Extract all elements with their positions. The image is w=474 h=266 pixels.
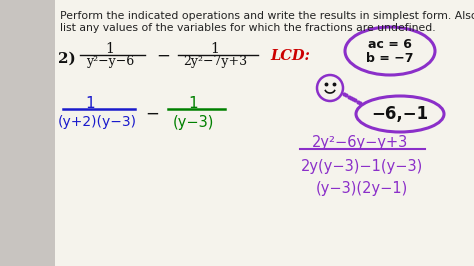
Text: 1: 1	[106, 42, 114, 56]
Text: 2y(y−3)−1(y−3): 2y(y−3)−1(y−3)	[301, 159, 423, 173]
Text: (y+2)(y−3): (y+2)(y−3)	[57, 115, 137, 129]
Text: 2y²−6y−y+3: 2y²−6y−y+3	[312, 135, 408, 149]
Text: 2y²−7y+3: 2y²−7y+3	[183, 56, 247, 69]
Text: list any values of the variables for which the fractions are undefined.: list any values of the variables for whi…	[60, 23, 436, 33]
Text: b = −7: b = −7	[366, 52, 414, 64]
Text: −: −	[156, 48, 170, 64]
Text: Perform the indicated operations and write the results in simplest form. Also,: Perform the indicated operations and wri…	[60, 11, 474, 21]
Text: (y−3): (y−3)	[173, 114, 214, 130]
Text: ac = 6: ac = 6	[368, 38, 412, 51]
Text: y²−y−6: y²−y−6	[86, 56, 134, 69]
Text: 2): 2)	[58, 52, 76, 66]
Text: 1: 1	[188, 95, 198, 110]
Text: −: −	[145, 105, 159, 123]
Text: LCD:: LCD:	[270, 49, 310, 63]
Text: 1: 1	[210, 42, 219, 56]
Text: −6,−1: −6,−1	[372, 105, 428, 123]
Bar	[0, 0, 55, 266]
Text: (y−3)(2y−1): (y−3)(2y−1)	[316, 181, 408, 196]
Text: 1: 1	[85, 95, 95, 110]
